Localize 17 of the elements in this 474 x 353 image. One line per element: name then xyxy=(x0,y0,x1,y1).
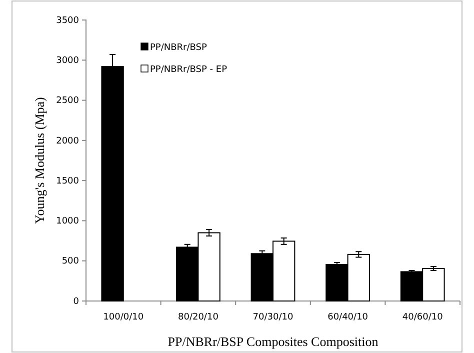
y-axis-title: Young's Modulus (Mpa) xyxy=(32,97,47,224)
y-tick-label: 2000 xyxy=(56,136,80,146)
x-axis-title: PP/NBRr/BSP Composites Composition xyxy=(168,334,379,349)
x-tick-label: 60/40/10 xyxy=(328,312,368,322)
legend-label: PP/NBRr/BSP - EP xyxy=(150,65,228,75)
x-tick-label: 100/0/10 xyxy=(103,312,144,322)
y-tick-label: 3500 xyxy=(56,16,80,26)
legend-label: PP/NBRr/BSP xyxy=(150,43,208,53)
y-tick-label: 1000 xyxy=(56,216,80,227)
y-tick-label: 3000 xyxy=(56,56,80,66)
x-tick-label: 70/30/10 xyxy=(252,312,294,322)
y-tick-label: 1500 xyxy=(56,176,80,186)
x-tick-label: 40/60/10 xyxy=(402,312,444,322)
y-tick-label: 2500 xyxy=(56,96,80,106)
y-tick-label: 0 xyxy=(73,296,80,307)
x-tick-label: 80/20/10 xyxy=(178,312,219,322)
y-tick-label: 500 xyxy=(62,256,80,267)
